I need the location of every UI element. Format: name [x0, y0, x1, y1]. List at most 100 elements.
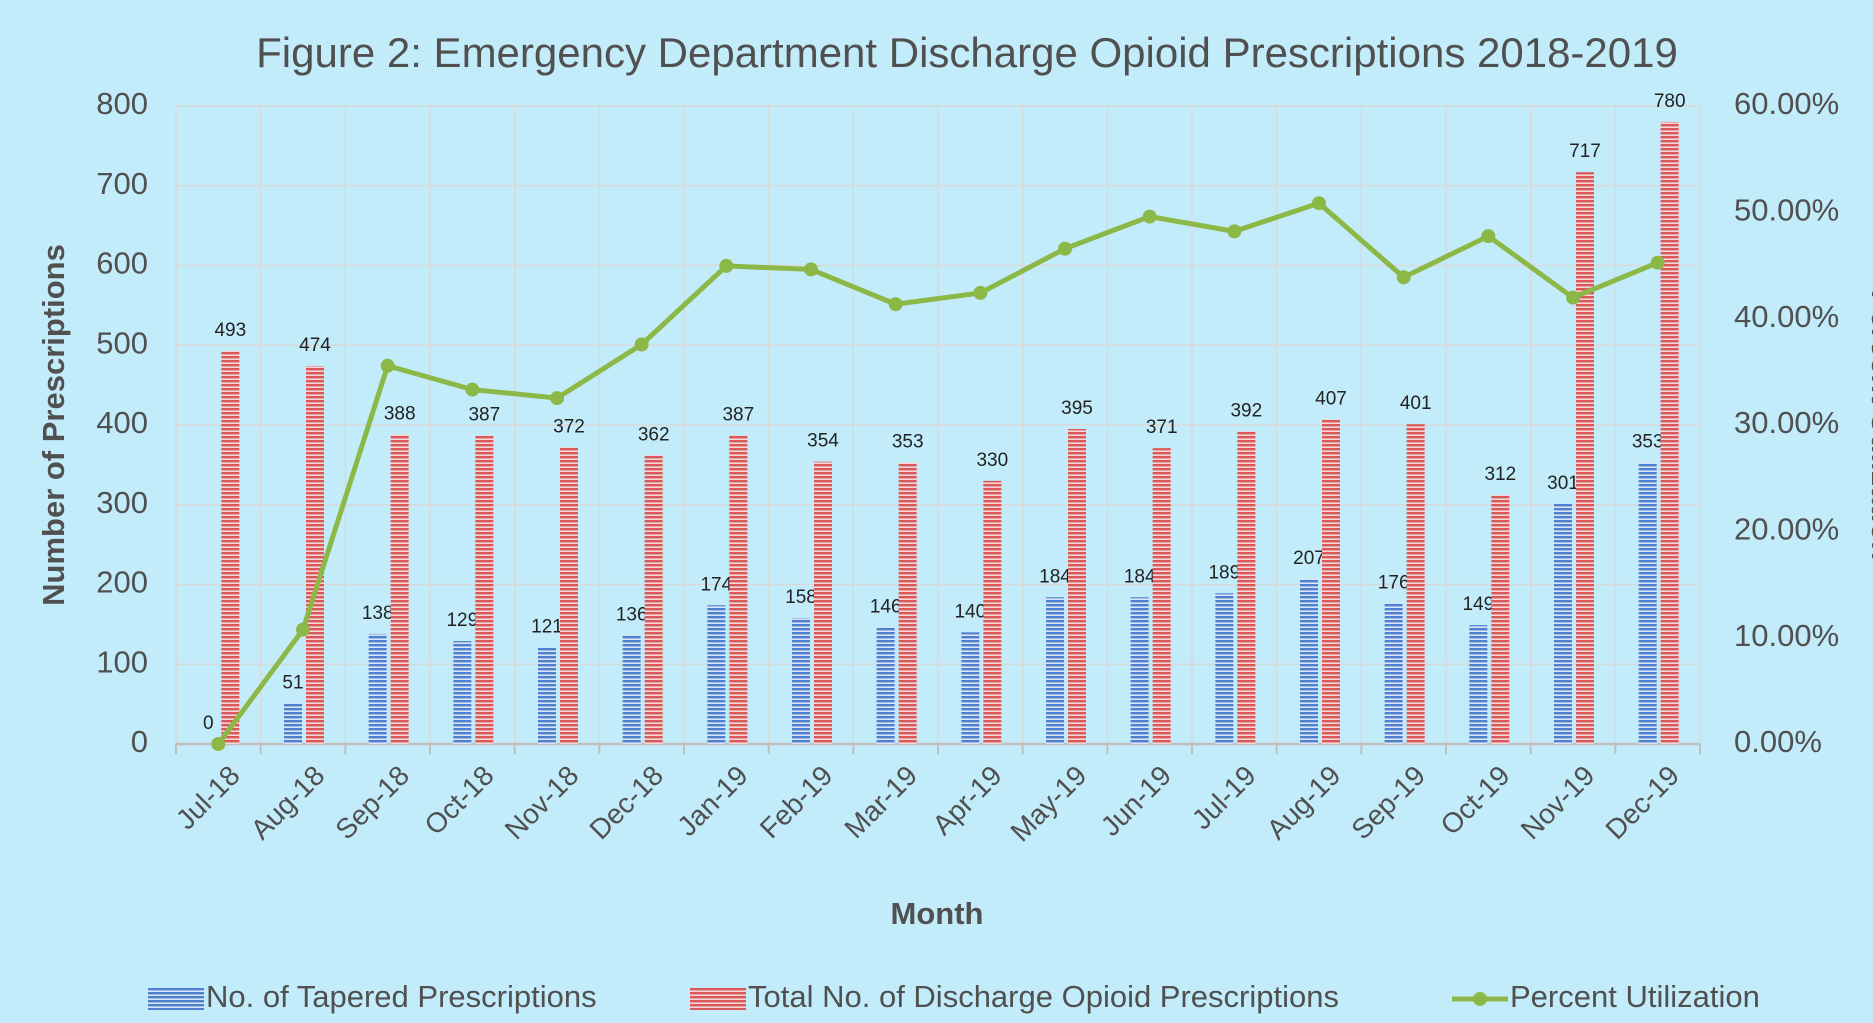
line-point [550, 391, 564, 406]
data-label: 407 [1315, 388, 1347, 409]
line-point [1142, 209, 1157, 224]
data-label: 184 [1039, 566, 1071, 587]
y-tick-label: 200 [96, 565, 148, 600]
data-label: 146 [870, 597, 902, 618]
y-tick-label: 0 [131, 724, 148, 759]
bar [284, 703, 302, 744]
line-point [1396, 270, 1411, 285]
chart-title: Figure 2: Emergency Department Discharge… [256, 29, 1678, 76]
line-point [1481, 229, 1496, 244]
bar [1130, 597, 1149, 744]
data-label: 371 [1146, 417, 1178, 438]
line-point [634, 337, 649, 352]
bar [453, 641, 472, 744]
data-label: 354 [807, 431, 839, 452]
data-label: 392 [1230, 400, 1262, 421]
bar [1554, 503, 1572, 744]
bar [898, 462, 917, 744]
y-tick-label: 500 [96, 325, 148, 360]
data-label: 388 [384, 404, 416, 425]
legend-swatch [690, 988, 746, 1010]
data-label: 207 [1293, 548, 1325, 569]
data-label: 353 [1632, 431, 1664, 452]
line-point [380, 358, 395, 373]
data-label: 136 [616, 605, 648, 626]
bar [792, 617, 810, 744]
y2-tick-label: 40.00% [1734, 299, 1839, 334]
bar [1215, 593, 1234, 744]
bar [707, 605, 726, 744]
legend-label: Percent Utilization [1510, 979, 1760, 1014]
data-label: 140 [954, 601, 986, 622]
y2-tick-label: 20.00% [1734, 512, 1839, 547]
data-label: 362 [638, 424, 670, 445]
line-point [1312, 196, 1326, 211]
legend-label: Total No. of Discharge Opioid Prescripti… [748, 979, 1339, 1014]
data-label: 330 [976, 450, 1008, 471]
data-label: 312 [1484, 464, 1516, 485]
bar [560, 447, 578, 744]
bar [221, 350, 240, 744]
data-label: 372 [553, 416, 585, 437]
bar [1068, 428, 1086, 744]
line-point [211, 737, 226, 751]
bar [1638, 462, 1657, 744]
line [216, 200, 1659, 746]
y2-tick-label: 30.00% [1734, 405, 1839, 440]
data-label: 176 [1378, 573, 1410, 594]
data-label: 51 [282, 672, 303, 693]
bar [538, 647, 556, 744]
data-label: 138 [362, 603, 394, 624]
line-point [804, 262, 818, 277]
data-label: 395 [1061, 398, 1093, 419]
x-axis-title: Month [891, 896, 984, 931]
bar [1152, 448, 1171, 744]
bar [475, 435, 494, 744]
y2-tick-label: 50.00% [1734, 193, 1839, 228]
y-tick-label: 400 [96, 405, 148, 440]
bar [390, 434, 409, 744]
data-label: 158 [785, 587, 817, 608]
y-tick-label: 800 [96, 86, 148, 121]
line-point [296, 622, 310, 637]
line-point [719, 258, 734, 273]
bar [1406, 424, 1425, 744]
data-label: 387 [722, 404, 754, 425]
data-label: 401 [1400, 393, 1432, 414]
line-point [1650, 255, 1665, 270]
data-label: 129 [446, 610, 478, 631]
line-point [1058, 241, 1072, 256]
bar [1237, 431, 1256, 744]
data-label: 174 [700, 574, 732, 595]
bar [961, 632, 980, 744]
bar [306, 365, 324, 744]
line-point [465, 382, 480, 397]
line-point [888, 297, 903, 312]
data-label: 189 [1208, 562, 1240, 583]
data-label: 353 [892, 431, 924, 452]
data-label: 0 [203, 713, 214, 734]
line-point [1227, 224, 1242, 239]
y2-tick-label: 10.00% [1734, 618, 1839, 653]
bar [729, 435, 748, 744]
legend-swatch [148, 988, 204, 1010]
bar [1469, 625, 1488, 744]
data-label: 121 [531, 617, 563, 638]
y-tick-label: 600 [96, 246, 148, 281]
bar [644, 455, 663, 744]
bar [1576, 172, 1594, 744]
y2-tick-label: 60.00% [1734, 86, 1839, 121]
y-tick-label: 100 [96, 644, 148, 679]
y-tick-label: 300 [96, 485, 148, 520]
data-label: 184 [1124, 566, 1156, 587]
y-tick-label: 700 [96, 166, 148, 201]
line-point [1566, 290, 1580, 305]
bar [983, 480, 1002, 744]
line-point [973, 285, 988, 300]
bar [814, 461, 832, 744]
data-label: 493 [214, 320, 246, 341]
data-label: 149 [1462, 594, 1494, 615]
y2-axis-title: Percent Utilization [1865, 290, 1873, 560]
data-label: 780 [1654, 91, 1686, 112]
